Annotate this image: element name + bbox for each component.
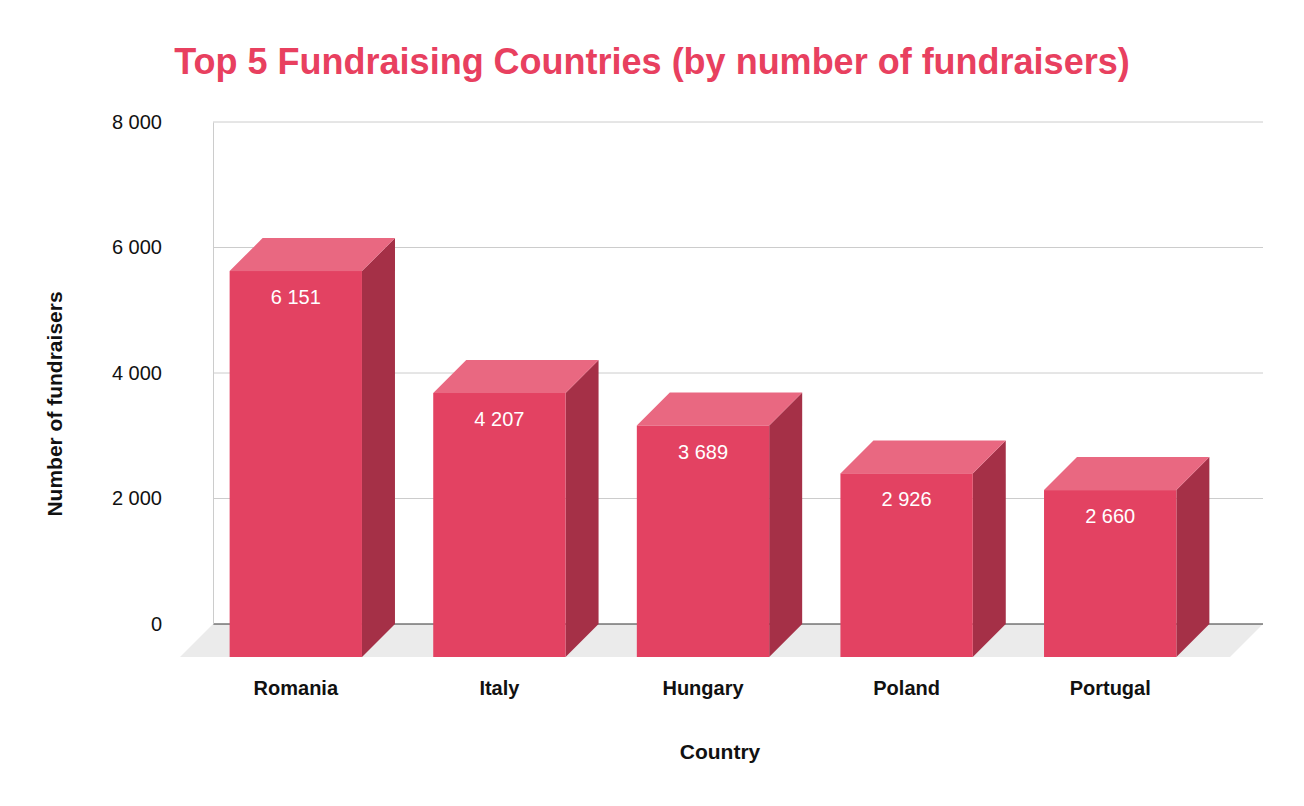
data-label: 2 660	[1085, 505, 1135, 527]
data-label: 4 207	[474, 408, 524, 430]
x-tick: Italy	[479, 657, 520, 699]
x-tick-label: Italy	[479, 677, 520, 699]
y-tick-label: 6 000	[112, 236, 162, 258]
bar	[1044, 457, 1209, 657]
data-label: 3 689	[678, 441, 728, 463]
bar-side	[973, 440, 1006, 657]
x-tick: Romania	[254, 657, 339, 699]
bar-front	[1044, 490, 1176, 657]
y-axis-title: Number of fundraisers	[43, 291, 66, 516]
y-tick: 2 000	[112, 487, 213, 509]
y-tick-label: 4 000	[112, 362, 162, 384]
x-tick: Poland	[873, 657, 940, 699]
bar	[637, 393, 802, 657]
bar	[840, 440, 1005, 657]
grid-line	[213, 122, 1263, 123]
bar-top	[230, 238, 395, 271]
x-axis: Romania Italy Hungary Poland Portugal	[195, 657, 1213, 699]
y-tick: 8 000	[112, 111, 213, 133]
y-tick-label: 8 000	[112, 111, 162, 133]
bar	[230, 238, 395, 657]
y-tick: 4 000	[112, 362, 213, 384]
bars	[230, 238, 1210, 657]
data-labels: 6 151 4 207 3 689 2 926 2 660	[271, 286, 1135, 527]
title: Top 5 Fundraising Countries (by number o…	[174, 41, 1129, 82]
bar-top	[1044, 457, 1209, 490]
x-tick: Portugal	[1070, 657, 1151, 699]
bar-side	[769, 393, 802, 657]
x-axis-line	[195, 657, 1213, 658]
bar-side	[566, 360, 599, 657]
bar-front	[840, 473, 972, 657]
x-tick: Hungary	[662, 657, 744, 699]
x-tick-label: Hungary	[662, 677, 744, 699]
y-tick-label: 0	[151, 613, 162, 635]
bar-top	[840, 440, 1005, 473]
bar-front	[637, 426, 769, 657]
bar-top	[433, 360, 598, 393]
bar-front	[230, 271, 362, 657]
chart: 0 2 000 4 000 6 000 8 000 6 151 4 207 3 689 2 92…	[0, 0, 1304, 806]
bar-side	[1176, 457, 1209, 657]
y-axis-line	[213, 123, 214, 625]
y-axis: 0 2 000 4 000 6 000 8 000	[112, 111, 214, 635]
bar-front	[433, 393, 565, 657]
data-label: 2 926	[882, 488, 932, 510]
bar	[433, 360, 598, 657]
y-tick-label: 2 000	[112, 487, 162, 509]
x-tick-label: Poland	[873, 677, 940, 699]
y-tick: 6 000	[112, 236, 213, 258]
bar-top	[637, 393, 802, 426]
y-tick: 0	[151, 613, 213, 635]
data-label: 6 151	[271, 286, 321, 308]
bar-side	[362, 238, 395, 657]
x-axis-title: Country	[680, 740, 761, 763]
x-tick-label: Romania	[254, 677, 339, 699]
x-tick-label: Portugal	[1070, 677, 1151, 699]
